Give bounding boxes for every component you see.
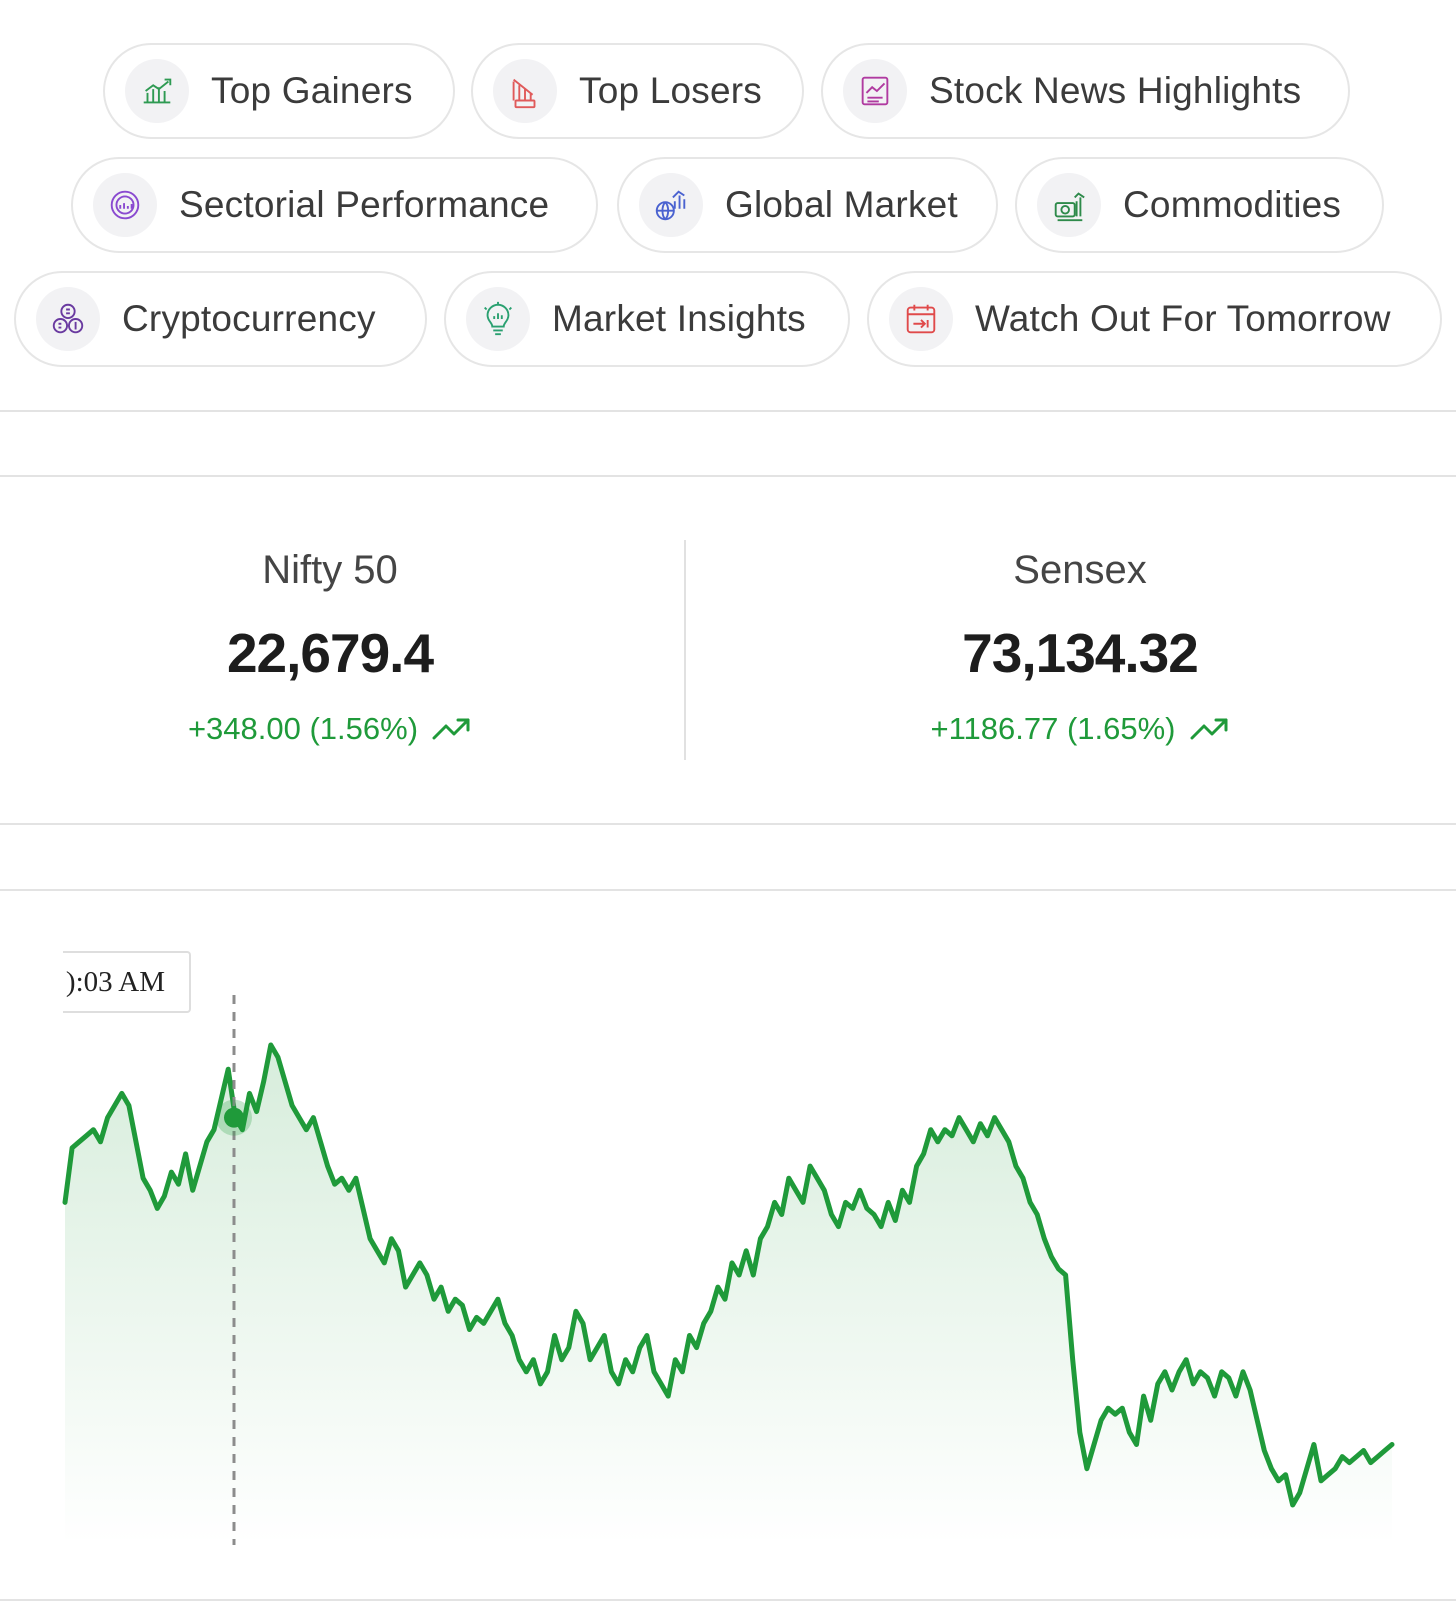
chart-hover-point [224,1107,244,1128]
trending-up-icon [1190,718,1228,740]
nav-pill-label: Top Gainers [211,70,413,111]
nav-pill-label: Global Market [725,184,958,225]
nifty-card[interactable]: Nifty 50 22,679.4 +348.00 (1.56%) [130,548,530,747]
chart-tooltip: ):03 AM [63,951,191,1013]
index-value: 22,679.4 [226,622,434,684]
nav-pill-label: Sectorial Performance [179,184,550,225]
nav-pill-label: Cryptocurrency [122,298,376,339]
crypto-icon [36,287,100,351]
divider [0,889,1456,891]
index-divider [684,540,686,760]
chart-price-line [62,1042,1395,1508]
commodities-icon [1037,173,1101,237]
nav-pill-watch-out-tomorrow[interactable]: Watch Out For Tomorrow [867,271,1442,367]
index-change: +1186.77 (1.65%) [880,711,1280,747]
news-icon [843,59,907,123]
nav-pill-top-gainers[interactable]: Top Gainers [103,43,455,139]
index-name: Sensex [1013,548,1147,592]
index-name: Nifty 50 [262,548,398,592]
chart-tooltip-time: ):03 AM [65,965,165,998]
nav-pill-sectorial-performance[interactable]: Sectorial Performance [71,157,598,253]
index-change-text: +348.00 (1.56%) [187,711,419,746]
nav-pill-label: Commodities [1123,184,1342,225]
intraday-chart[interactable] [0,895,1456,1595]
index-value: 73,134.32 [962,622,1199,684]
gainers-icon [125,59,189,123]
index-change: +348.00 (1.56%) [130,711,530,747]
nav-pill-cryptocurrency[interactable]: Cryptocurrency [14,271,427,367]
nav-pill-top-losers[interactable]: Top Losers [471,43,804,139]
sector-icon [93,173,157,237]
nav-pill-stock-news[interactable]: Stock News Highlights [821,43,1350,139]
nav-pill-label: Market Insights [552,298,806,339]
bulb-icon [466,287,530,351]
nav-pill-global-market[interactable]: Global Market [617,157,998,253]
nav-pill-label: Stock News Highlights [929,70,1302,111]
divider [0,823,1456,825]
index-change-text: +1186.77 (1.65%) [930,711,1176,746]
divider [0,410,1456,412]
nav-pill-label: Watch Out For Tomorrow [975,298,1391,339]
nav-pill-commodities[interactable]: Commodities [1015,157,1384,253]
chart-area-fill [65,1045,1392,1545]
sensex-card[interactable]: Sensex 73,134.32 +1186.77 (1.65%) [880,548,1280,747]
trending-up-icon [432,718,470,740]
losers-icon [493,59,557,123]
nav-pill-market-insights[interactable]: Market Insights [444,271,850,367]
divider [0,475,1456,477]
divider [0,1599,1456,1601]
globe-chart-icon [639,173,703,237]
calendar-icon [889,287,953,351]
nav-pill-label: Top Losers [579,70,762,111]
